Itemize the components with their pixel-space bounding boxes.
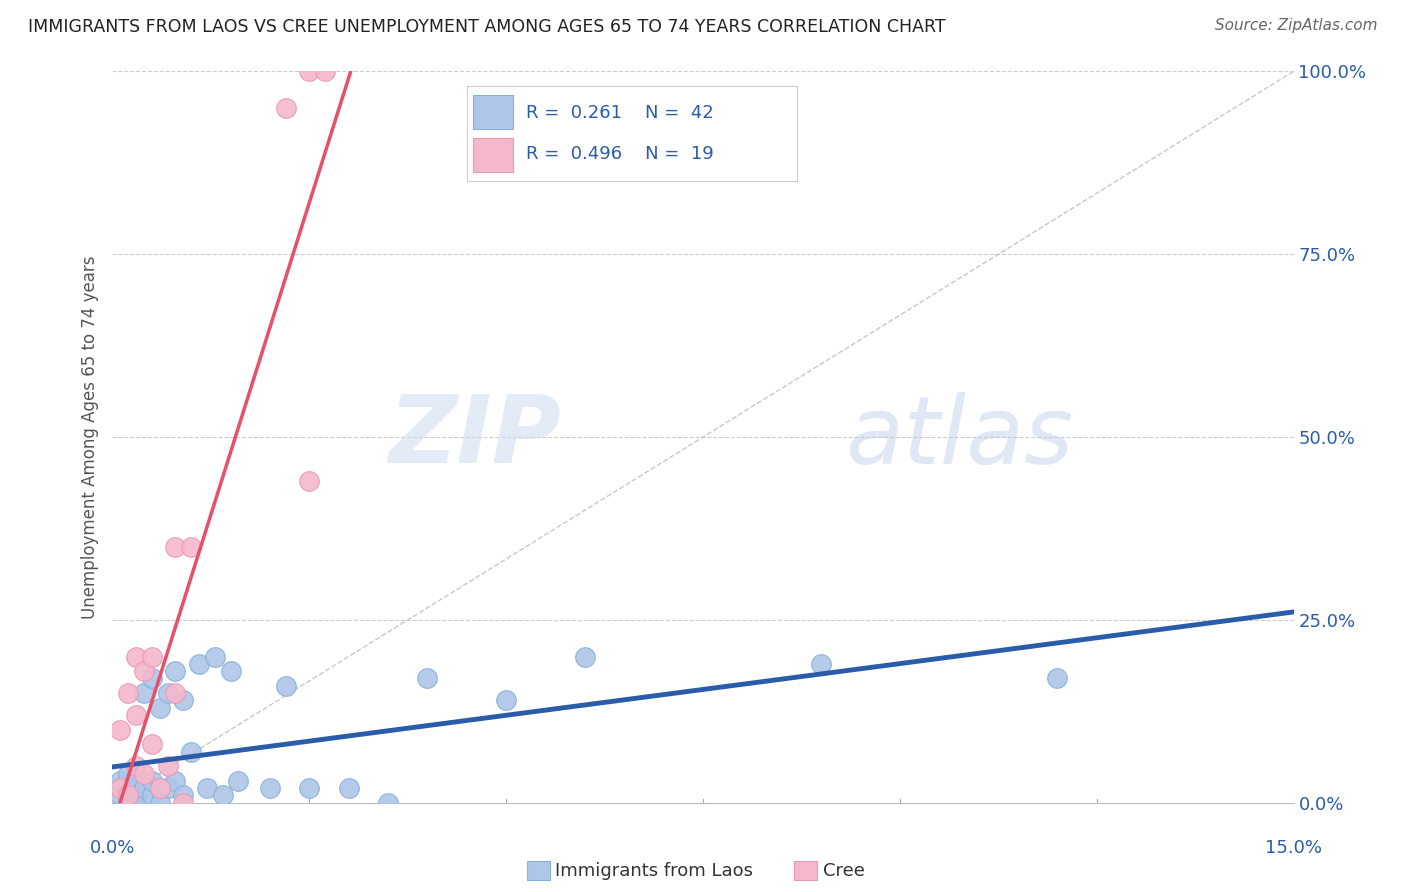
Text: 0.0%: 0.0% xyxy=(90,839,135,857)
Point xyxy=(125,781,148,796)
Text: R =  0.261    N =  42: R = 0.261 N = 42 xyxy=(526,103,714,121)
Y-axis label: Unemployment Among Ages 65 to 74 years: Unemployment Among Ages 65 to 74 years xyxy=(80,255,98,619)
Point xyxy=(274,101,297,115)
FancyBboxPatch shape xyxy=(474,138,513,171)
Point xyxy=(219,664,242,678)
Point xyxy=(228,773,250,788)
Text: IMMIGRANTS FROM LAOS VS CREE UNEMPLOYMENT AMONG AGES 65 TO 74 YEARS CORRELATION : IMMIGRANTS FROM LAOS VS CREE UNEMPLOYMEN… xyxy=(28,18,946,36)
Text: Cree: Cree xyxy=(823,862,865,880)
Point xyxy=(180,745,202,759)
Text: atlas: atlas xyxy=(845,392,1073,483)
Point xyxy=(132,664,155,678)
Point xyxy=(298,781,321,796)
Point xyxy=(141,737,163,751)
Point xyxy=(149,796,172,810)
Point xyxy=(172,796,194,810)
Point xyxy=(165,686,187,700)
Point xyxy=(156,781,179,796)
Point xyxy=(141,789,163,803)
Point xyxy=(195,781,218,796)
Point xyxy=(165,773,187,788)
Point xyxy=(141,672,163,686)
Point xyxy=(125,759,148,773)
Point xyxy=(110,781,132,796)
Point xyxy=(117,781,139,796)
Point xyxy=(132,686,155,700)
Point xyxy=(1046,672,1069,686)
Text: 15.0%: 15.0% xyxy=(1265,839,1322,857)
Point xyxy=(117,766,139,780)
FancyBboxPatch shape xyxy=(474,95,513,128)
Point xyxy=(149,781,172,796)
Point xyxy=(165,664,187,678)
Text: R =  0.496    N =  19: R = 0.496 N = 19 xyxy=(526,145,714,163)
Point xyxy=(125,649,148,664)
Point xyxy=(117,789,139,803)
Point xyxy=(314,64,336,78)
Point xyxy=(211,789,233,803)
Point xyxy=(141,649,163,664)
Point xyxy=(188,657,211,671)
Point xyxy=(125,773,148,788)
Point xyxy=(156,759,179,773)
Text: Source: ZipAtlas.com: Source: ZipAtlas.com xyxy=(1215,18,1378,33)
Point xyxy=(416,672,439,686)
Point xyxy=(172,789,194,803)
Point xyxy=(110,723,132,737)
Point xyxy=(141,773,163,788)
Point xyxy=(149,700,172,714)
Point xyxy=(180,540,202,554)
Point xyxy=(117,796,139,810)
Point xyxy=(298,474,321,488)
Point xyxy=(574,649,596,664)
Point xyxy=(132,766,155,780)
Point xyxy=(110,773,132,788)
Point xyxy=(298,64,321,78)
Point xyxy=(377,796,399,810)
Point xyxy=(117,789,139,803)
Point xyxy=(110,789,132,803)
Point xyxy=(117,686,139,700)
Point xyxy=(495,693,517,707)
Point xyxy=(125,708,148,723)
Point xyxy=(337,781,360,796)
Text: ZIP: ZIP xyxy=(388,391,561,483)
Point xyxy=(149,781,172,796)
Point xyxy=(125,789,148,803)
Point xyxy=(172,693,194,707)
Point xyxy=(125,796,148,810)
Point xyxy=(165,540,187,554)
Point xyxy=(156,686,179,700)
Point xyxy=(274,679,297,693)
Point xyxy=(110,781,132,796)
Point xyxy=(810,657,832,671)
Point xyxy=(204,649,226,664)
Text: Immigrants from Laos: Immigrants from Laos xyxy=(555,862,754,880)
Point xyxy=(259,781,281,796)
Point xyxy=(132,781,155,796)
